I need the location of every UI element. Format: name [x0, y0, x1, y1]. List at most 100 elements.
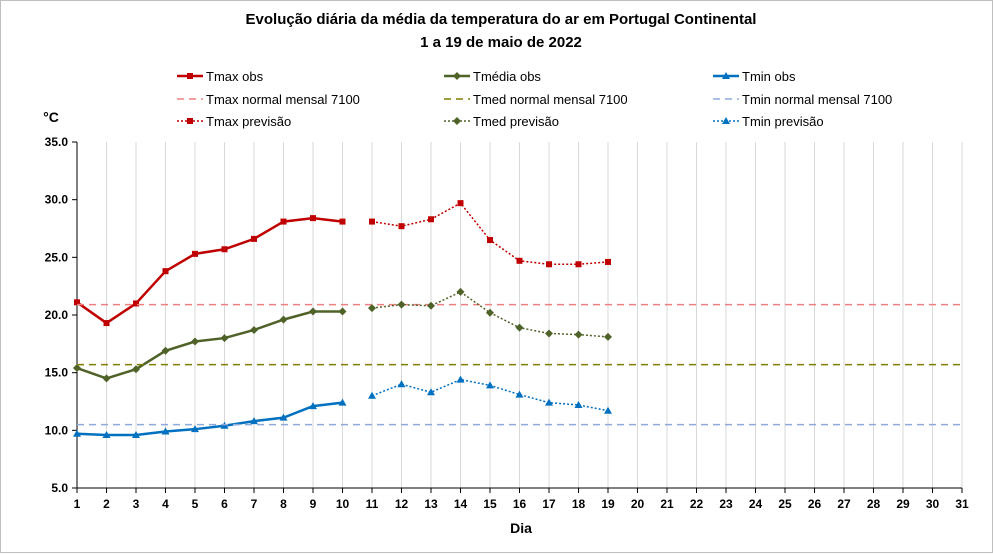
- data-point: [574, 330, 583, 339]
- data-point: [368, 304, 376, 313]
- y-tick-label: 10.0: [45, 423, 69, 437]
- series-line: [76, 401, 343, 437]
- x-tick-label: 28: [867, 497, 881, 511]
- x-tick-label: 22: [690, 497, 704, 511]
- data-point: [515, 390, 524, 398]
- data-point: [251, 235, 257, 242]
- y-tick-label: 30.0: [45, 193, 69, 207]
- legend-label: Tmed previsão: [473, 114, 559, 129]
- data-point: [397, 380, 406, 388]
- data-point: [486, 308, 494, 317]
- x-tick-label: 30: [926, 497, 940, 511]
- x-tick-label: 16: [513, 497, 527, 511]
- data-point: [368, 391, 376, 399]
- x-tick-label: 12: [395, 497, 409, 511]
- data-point: [338, 398, 347, 406]
- data-point: [309, 307, 317, 316]
- x-tick-label: 13: [424, 497, 438, 511]
- series-2: [73, 398, 347, 438]
- x-tick-label: 11: [366, 497, 379, 511]
- data-point: [102, 374, 111, 383]
- data-point: [103, 320, 110, 327]
- data-point: [133, 300, 139, 307]
- data-point: [74, 299, 80, 306]
- x-tick-label: 20: [631, 497, 645, 511]
- y-axis-label: °C: [43, 109, 59, 125]
- x-tick-label: 9: [310, 497, 317, 511]
- legend-marker: [187, 118, 193, 124]
- legend-item: Tmédia obs: [444, 69, 541, 84]
- legend-item: Tmed previsão: [444, 114, 559, 129]
- data-point: [73, 429, 81, 437]
- x-tick-labels: 1 2 3 4 5 6 7 8 9 10 11 12 13 14 15 16 17 18 19 20 21 22 23 24 2…: [74, 497, 969, 511]
- data-point: [339, 218, 346, 225]
- legend-item: Tmin normal mensal 7100: [713, 92, 892, 107]
- data-point: [191, 337, 199, 346]
- chart-title: Evolução diária da média da temperatura …: [246, 11, 757, 28]
- data-point: [309, 402, 317, 410]
- grid-lines: [106, 142, 963, 488]
- data-point: [397, 300, 406, 309]
- data-point: [132, 365, 140, 374]
- data-point: [220, 334, 229, 343]
- x-tick-label: 8: [280, 497, 287, 511]
- legend-label: Tmax previsão: [206, 114, 291, 129]
- legend-marker: [722, 117, 730, 124]
- legend-item: Tmax normal mensal 7100: [177, 92, 360, 107]
- data-point: [250, 325, 258, 334]
- data-point: [546, 261, 552, 268]
- series-line: [76, 310, 343, 380]
- data-point: [604, 332, 612, 341]
- x-tick-label: 26: [808, 497, 822, 511]
- data-point: [398, 223, 405, 230]
- data-point: [338, 307, 347, 316]
- series-6: [369, 200, 611, 268]
- legend: Tmax obs Tmédia obs Tmin obs Tmax normal me…: [177, 69, 892, 129]
- x-tick-label: 7: [251, 497, 258, 511]
- series: [73, 200, 962, 438]
- data-point: [102, 430, 111, 438]
- data-point: [456, 375, 465, 383]
- x-tick-label: 10: [336, 497, 350, 511]
- y-tick-label: 5.0: [51, 481, 68, 495]
- x-tick-label: 31: [955, 497, 969, 511]
- legend-label: Tmin previsão: [742, 114, 824, 129]
- legend-item: Tmin obs: [713, 69, 796, 84]
- y-tick-label: 35.0: [45, 135, 69, 149]
- x-tick-label: 3: [133, 497, 140, 511]
- x-tick-label: 15: [483, 497, 497, 511]
- legend-item: Tmax obs: [177, 69, 264, 84]
- y-tick-label: 25.0: [45, 250, 69, 264]
- y-tick-label: 15.0: [45, 366, 69, 380]
- data-point: [545, 398, 553, 406]
- y-tick-labels: 5.0 10.0 15.0 20.0 25.0 30.0 35.0: [45, 135, 69, 495]
- legend-label: Tmed normal mensal 7100: [473, 92, 628, 107]
- x-tick-label: 17: [542, 497, 556, 511]
- legend-item: Tmax previsão: [177, 114, 291, 129]
- x-tick-label: 14: [454, 497, 468, 511]
- x-tick-label: 25: [778, 497, 792, 511]
- series-7: [368, 287, 612, 341]
- data-point: [604, 406, 612, 414]
- x-tick-label: 5: [192, 497, 199, 511]
- x-tick-label: 4: [162, 497, 169, 511]
- data-point: [250, 417, 258, 425]
- legend-item: Tmed normal mensal 7100: [444, 92, 628, 107]
- data-point: [73, 364, 81, 373]
- x-tick-label: 19: [601, 497, 615, 511]
- data-point: [487, 237, 493, 244]
- y-tick-label: 20.0: [45, 308, 69, 322]
- legend-marker: [453, 117, 461, 125]
- legend-label: Tmédia obs: [473, 69, 541, 84]
- x-tick-label: 27: [837, 497, 851, 511]
- series-line: [76, 216, 343, 325]
- data-point: [161, 427, 170, 435]
- data-point: [486, 381, 494, 389]
- data-point: [428, 216, 434, 223]
- legend-label: Tmax normal mensal 7100: [206, 92, 360, 107]
- legend-marker: [722, 72, 730, 79]
- x-tick-label: 21: [660, 497, 674, 511]
- x-tick-label: 1: [74, 497, 81, 511]
- series-1: [73, 307, 347, 383]
